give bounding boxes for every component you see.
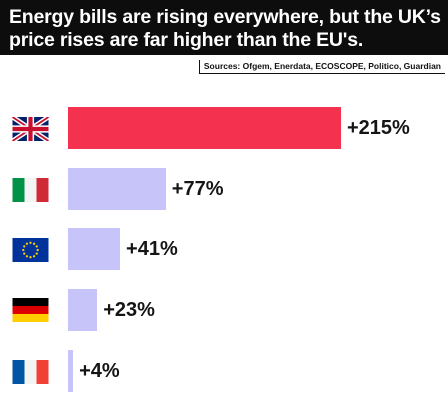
bar-uk (68, 107, 341, 149)
bar-germany (68, 289, 98, 331)
germany-flag-icon (12, 298, 49, 322)
bar-italy (68, 168, 166, 210)
value-label-uk: +215% (347, 117, 410, 139)
value-label-france: +4% (79, 360, 120, 382)
value-label-eu: +41% (126, 238, 178, 260)
bar-eu (68, 228, 121, 270)
value-label-italy: +77% (171, 178, 224, 200)
sources-note: Sources: Ofgem, Enerdata, ECOSCOPE, Poli… (198, 60, 445, 74)
eu-flag-icon (12, 238, 49, 262)
value-label-germany: +23% (103, 299, 155, 321)
italy-flag-icon (12, 178, 49, 202)
bar-france (68, 350, 74, 392)
title-banner: Energy bills are rising everywhere, but … (0, 0, 448, 55)
chart-title: Energy bills are rising everywhere, but … (9, 6, 441, 51)
uk-flag-icon (12, 117, 49, 141)
france-flag-icon (12, 360, 49, 384)
